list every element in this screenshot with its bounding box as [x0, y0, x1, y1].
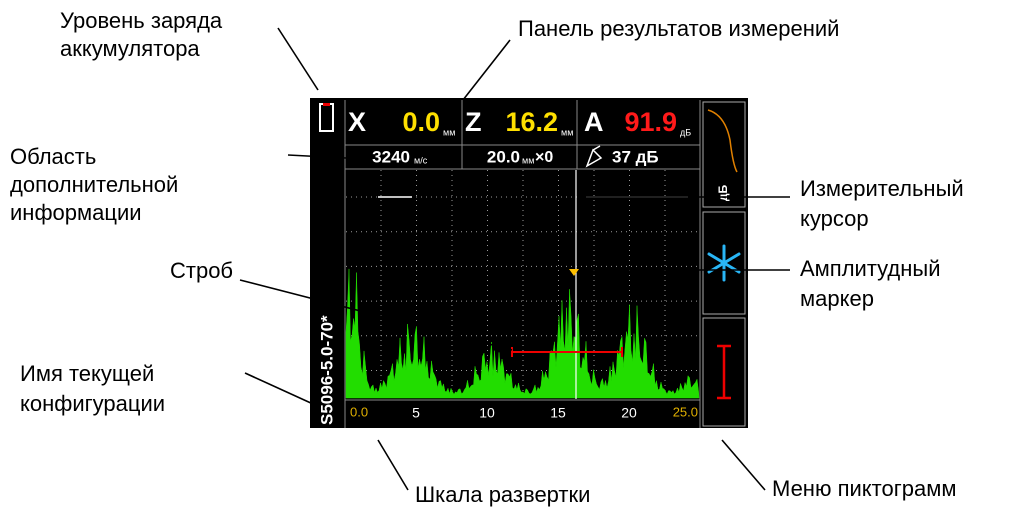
callout-text: Шкала развертки — [415, 482, 590, 507]
callout-text: Имя текущей — [20, 361, 154, 386]
config-name: S5096-5.0-70* — [317, 315, 336, 425]
scale-label: 15 — [550, 405, 566, 421]
callout-text: Панель результатов измерений — [518, 16, 839, 41]
z-label: Z — [465, 107, 482, 137]
icon-menu[interactable]: дБ — [703, 102, 745, 426]
callout-text: дополнительной — [10, 172, 178, 197]
scale-label: 25.0 — [673, 404, 698, 419]
callout-text: курсор — [800, 206, 869, 231]
callout-text: Область — [10, 144, 96, 169]
callout-text: аккумулятора — [60, 36, 200, 61]
callout-text: Амплитудный — [800, 256, 941, 281]
velocity-unit: м/с — [414, 155, 428, 165]
velocity: 3240 — [372, 147, 410, 166]
delay: 20.0 — [487, 147, 520, 166]
battery-level — [323, 103, 330, 106]
gain: 37 дБ — [612, 147, 659, 166]
diagram: X 0.0 мм Z 16.2 мм A 91.9 дБ 3240 м/с 20… — [0, 0, 1010, 512]
z-unit: мм — [561, 127, 573, 137]
a-label: A — [584, 107, 604, 137]
a-unit: дБ — [680, 127, 691, 137]
scale-label: 20 — [621, 405, 637, 421]
callout-text: конфигурации — [20, 391, 165, 416]
callout-text: маркер — [800, 286, 874, 311]
scale-label: 5 — [412, 405, 420, 421]
x-label: X — [348, 107, 366, 137]
delay-unit: мм — [522, 155, 534, 165]
callout-text: Строб — [170, 258, 233, 283]
device-screen: X 0.0 мм Z 16.2 мм A 91.9 дБ 3240 м/с 20… — [310, 98, 748, 428]
scale-label: 0.0 — [350, 404, 368, 419]
callout-text: информации — [10, 200, 142, 225]
z-value: 16.2 — [505, 107, 558, 137]
callout-text: Измерительный — [800, 176, 964, 201]
scale-label: 10 — [479, 405, 495, 421]
a-value: 91.9 — [624, 107, 677, 137]
delay-suffix: ×0 — [535, 149, 553, 166]
callout-text: Меню пиктограмм — [772, 476, 956, 501]
x-unit: мм — [443, 127, 455, 137]
callout-text: Уровень заряда — [60, 8, 223, 33]
menu-label: дБ — [716, 185, 730, 202]
x-value: 0.0 — [402, 107, 440, 137]
